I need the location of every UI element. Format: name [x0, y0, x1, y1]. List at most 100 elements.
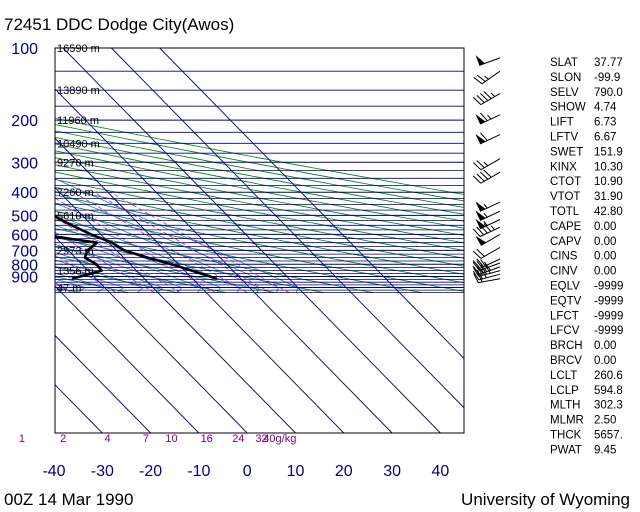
barb-full	[476, 173, 485, 182]
barb-staff	[480, 246, 501, 259]
mixing-ratio-label: 7	[143, 433, 149, 445]
index-value: 6.67	[594, 132, 616, 144]
index-value: 790.0	[594, 87, 623, 99]
wind-barb	[472, 91, 501, 106]
temperature-tick-label: 30	[383, 463, 401, 480]
barb-pennant	[475, 235, 487, 246]
barb-full	[472, 270, 480, 281]
index-value: 302.3	[594, 400, 623, 412]
dewpoint-profile	[55, 235, 103, 281]
barb-full	[472, 267, 480, 277]
barb-pennant	[475, 134, 486, 144]
index-value: 9.45	[594, 444, 616, 456]
temperature-tick-label: 40	[432, 463, 450, 480]
height-label: 5610 m	[57, 210, 94, 222]
barb-full	[472, 228, 481, 237]
dry-adiabat	[55, 265, 178, 293]
barb-half	[484, 75, 489, 80]
dry-adiabat	[55, 124, 464, 202]
pressure-tick-label: 400	[11, 185, 38, 202]
barb-full	[476, 226, 485, 236]
barb-full	[479, 93, 489, 101]
isotherm-line	[111, 48, 464, 409]
moist-adiabat	[55, 252, 164, 293]
index-value: 0.00	[594, 221, 616, 233]
isotherms	[55, 48, 464, 433]
barb-half	[487, 114, 492, 120]
mixing-ratio-label: 16	[201, 433, 213, 445]
height-label: 47 m	[57, 283, 81, 295]
index-name: SWET	[550, 146, 583, 158]
barb-pennant	[475, 55, 485, 66]
barb-full	[480, 132, 488, 141]
pressure-tick-label: 800	[11, 257, 38, 274]
wind-barbs	[472, 55, 501, 284]
index-value: 42.80	[594, 206, 623, 218]
height-label: 7260 m	[57, 187, 94, 199]
wind-barb	[475, 112, 501, 125]
isotherm-line	[55, 137, 345, 433]
mixing-ratio-label: 24	[232, 433, 244, 445]
barb-full	[483, 261, 492, 271]
barb-full	[480, 224, 488, 234]
dry-adiabat	[55, 136, 464, 215]
temperature-tick-label: -30	[91, 463, 114, 480]
barb-full	[480, 268, 487, 279]
index-name: MLMR	[550, 415, 584, 427]
index-name: SLON	[550, 72, 581, 84]
height-label: 9270 m	[57, 157, 94, 169]
index-value: 10.90	[594, 176, 623, 188]
isotherm-line	[55, 285, 200, 433]
barb-staff	[479, 219, 501, 230]
index-name: THCK	[550, 430, 582, 442]
barb-full	[472, 162, 482, 171]
mixing-ratio-line	[55, 254, 117, 293]
index-name: CAPE	[550, 221, 582, 233]
barb-staff	[480, 93, 501, 106]
index-value: 6.73	[594, 117, 616, 129]
barb-full	[483, 91, 492, 99]
height-label: 2973 m	[57, 245, 94, 257]
moist-adiabat	[55, 272, 106, 293]
wind-barb	[472, 246, 501, 259]
barb-full	[476, 160, 485, 169]
pressure-tick-label: 200	[11, 113, 38, 130]
index-value: 0.00	[594, 266, 616, 278]
dry-adiabat	[55, 130, 464, 208]
barb-staff	[479, 114, 501, 125]
temperature-tick-label: 10	[287, 463, 305, 480]
index-name: KINX	[550, 161, 577, 173]
isotherm-line	[55, 88, 393, 433]
index-name: CINS	[550, 251, 578, 263]
isotherm-line	[62, 48, 441, 433]
index-value: 5657.	[594, 430, 623, 442]
wind-barb	[475, 233, 501, 246]
wind-barb	[475, 201, 501, 212]
height-label: 10490 m	[57, 138, 100, 150]
stability-indices: SLAT 37.77 SLON -99.9 SELV 790.0 SHOW 4.74 LIFT 6…	[550, 57, 623, 456]
mixing-ratio-label: 4	[105, 433, 111, 445]
barb-full	[480, 265, 487, 275]
index-value: -99.9	[594, 72, 620, 84]
index-value: 31.90	[594, 191, 623, 203]
index-value: 151.9	[594, 146, 623, 158]
index-name: LFCV	[550, 325, 580, 337]
mixing-ratio-label: 1	[19, 433, 25, 445]
index-value: 594.8	[594, 385, 623, 397]
index-name: CAPV	[550, 236, 582, 248]
barb-full	[473, 273, 479, 283]
index-name: LCLT	[550, 370, 577, 382]
barb-full	[480, 112, 488, 122]
plot-frame	[54, 47, 465, 434]
mixing-ratio-label: 2	[60, 433, 66, 445]
barb-pennant	[475, 218, 486, 229]
barb-full	[484, 264, 491, 274]
barb-full	[476, 248, 485, 257]
wind-barb	[475, 210, 501, 221]
barb-staff	[480, 171, 501, 184]
index-name: LIFT	[550, 117, 574, 129]
barb-full	[476, 264, 484, 274]
barb-full	[477, 272, 483, 283]
index-name: LFTV	[550, 132, 578, 144]
